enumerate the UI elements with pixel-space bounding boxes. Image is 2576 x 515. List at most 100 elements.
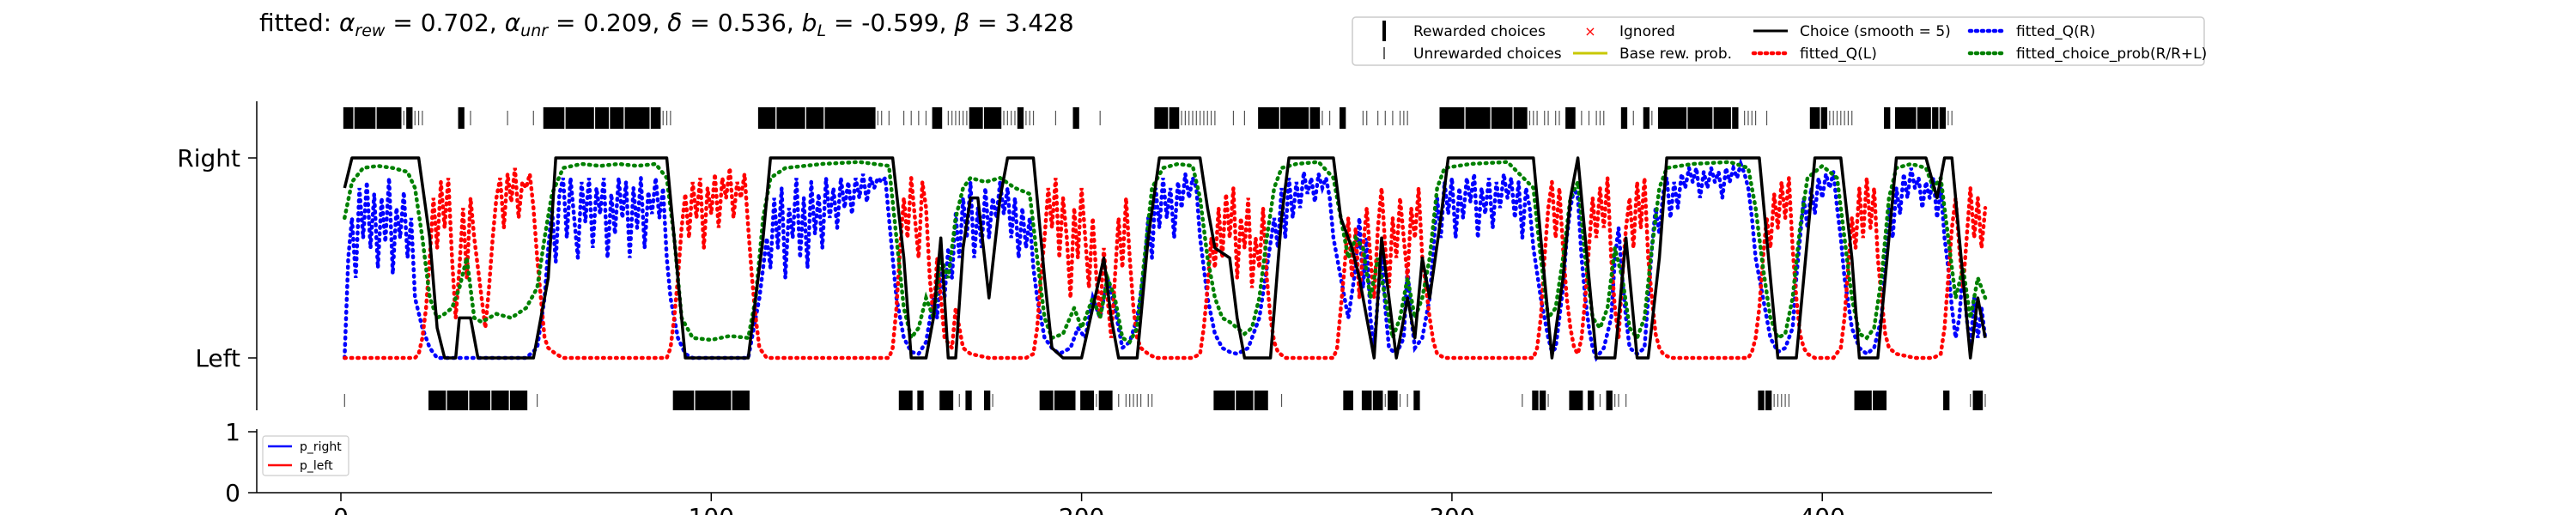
title-part: δ <box>667 9 682 37</box>
left-rewarded-tick <box>1972 391 1984 410</box>
left-rewarded-tick <box>491 391 509 410</box>
legend-item: Base rew. prob. <box>1573 45 1732 63</box>
legend-item: fitted_Q(R) <box>1967 23 2095 40</box>
left-rewarded-tick <box>1388 391 1398 410</box>
title-part: = 0.702, <box>385 9 504 37</box>
right-rewarded-tick <box>1820 107 1828 129</box>
left-rewarded-tick <box>983 391 991 410</box>
right-rewarded-tick <box>1565 107 1576 129</box>
right-rewarded-tick <box>1732 107 1739 129</box>
legend-item: Unrewarded choices <box>1383 45 1562 63</box>
right-rewarded-tick <box>1340 107 1346 129</box>
title-part: α <box>339 9 355 37</box>
right-rewarded-tick <box>354 107 376 129</box>
right-rewarded-tick <box>1017 107 1024 129</box>
right-rewarded-tick <box>610 107 624 129</box>
series-fitted-q-l- <box>343 167 1988 360</box>
right-rewarded-tick <box>1072 107 1079 129</box>
left-rewarded-tick <box>1254 391 1268 410</box>
legend-item: fitted_Q(L) <box>1751 45 1877 63</box>
left-rewarded-tick <box>1873 391 1887 410</box>
legend-item: × Ignored <box>1584 23 1675 40</box>
left-rewarded-tick <box>1606 391 1613 410</box>
left-rewarded-tick <box>695 391 732 410</box>
right-rewarded-tick <box>1713 107 1731 129</box>
left-rewarded-tick <box>939 391 954 410</box>
title-part: = 0.209, <box>548 9 667 37</box>
left-rewarded-tick <box>1372 391 1383 410</box>
right-rewarded-tick <box>1917 107 1931 129</box>
left-rewarded-tick <box>1765 391 1772 410</box>
left-rewarded-tick <box>1413 391 1420 410</box>
left-rewarded-tick <box>1080 391 1095 410</box>
left-rewarded-tick <box>1343 391 1353 410</box>
right-rewarded-tick <box>1687 107 1713 129</box>
right-rewarded-tick <box>1258 107 1279 129</box>
chart-title: fitted: αrew = 0.702, αunr = 0.209, δ = … <box>259 9 1074 40</box>
right-rewarded-tick <box>1309 107 1321 129</box>
x-tick-label: 300 <box>1429 503 1474 515</box>
right-rewarded-tick <box>543 107 565 129</box>
right-rewarded-tick <box>1154 107 1169 129</box>
left-rewarded-tick <box>1588 391 1595 410</box>
right-choice-ticks <box>343 107 1953 129</box>
series-fitted-q-r- <box>343 157 1988 362</box>
left-rewarded-tick <box>1539 391 1546 410</box>
right-rewarded-tick <box>1657 107 1687 129</box>
right-rewarded-tick <box>1491 107 1513 129</box>
right-rewarded-tick <box>1439 107 1465 129</box>
right-rewarded-tick <box>1939 107 1947 129</box>
bottom-axes: 1 0 0 100 200 300 400 p_right p_left <box>225 418 1992 515</box>
right-rewarded-tick <box>406 107 413 129</box>
bottom-y-tick-label-0: 0 <box>225 479 240 507</box>
legend-label: Unrewarded choices <box>1413 45 1562 63</box>
left-rewarded-tick <box>1854 391 1872 410</box>
title-part: fitted: <box>259 9 339 37</box>
right-rewarded-tick <box>932 107 943 129</box>
right-rewarded-tick <box>1169 107 1180 129</box>
legend-item: Rewarded choices <box>1382 21 1546 41</box>
right-rewarded-tick <box>824 107 876 129</box>
legend-item: Choice (smooth = 5) <box>1753 23 1951 40</box>
y-tick-label-left: Left <box>195 344 240 373</box>
left-rewarded-tick <box>447 391 469 410</box>
right-rewarded-tick <box>983 107 1002 129</box>
right-rewarded-tick <box>458 107 465 129</box>
y-tick-label-right: Right <box>177 144 240 173</box>
main-legend: Rewarded choices Unrewarded choices × Ignor… <box>1352 16 2207 66</box>
x-tick-label: 100 <box>689 503 734 515</box>
legend-label: Base rew. prob. <box>1619 45 1732 63</box>
right-rewarded-tick <box>1884 107 1891 129</box>
right-rewarded-tick <box>1620 107 1628 129</box>
left-rewarded-tick <box>1569 391 1583 410</box>
title-part: = 3.428 <box>969 9 1073 37</box>
left-choice-ticks <box>343 391 1986 410</box>
right-rewarded-tick <box>1894 107 1917 129</box>
left-rewarded-tick <box>898 391 913 410</box>
left-rewarded-tick <box>672 391 695 410</box>
series-fitted-choice-prob-r-r-l- <box>343 160 1988 346</box>
right-rewarded-tick <box>1932 107 1939 129</box>
right-rewarded-tick <box>376 107 402 129</box>
left-rewarded-tick <box>1758 391 1765 410</box>
legend-label: Choice (smooth = 5) <box>1800 23 1951 40</box>
legend-item: fitted_choice_prob(R/R+L) <box>1967 45 2207 63</box>
left-rewarded-tick <box>1054 391 1076 410</box>
right-rewarded-tick <box>1465 107 1491 129</box>
left-rewarded-tick <box>1213 391 1235 410</box>
bottom-legend: p_right p_left <box>262 435 349 476</box>
title-part: b <box>802 9 817 37</box>
right-rewarded-tick <box>776 107 805 129</box>
x-tick-label: 200 <box>1059 503 1104 515</box>
main-axes: Right Left <box>177 101 258 410</box>
bottom-y-tick-label-1: 1 <box>225 418 240 446</box>
right-rewarded-tick <box>1809 107 1820 129</box>
x-tick-label: 400 <box>1799 503 1844 515</box>
title-part: β <box>953 9 969 37</box>
legend-label-p-right: p_right <box>300 440 342 454</box>
left-rewarded-tick <box>732 391 750 410</box>
left-rewarded-tick <box>509 391 528 410</box>
legend-items: Rewarded choices Unrewarded choices × Ignor… <box>1382 21 2207 63</box>
right-rewarded-tick <box>1513 107 1528 129</box>
